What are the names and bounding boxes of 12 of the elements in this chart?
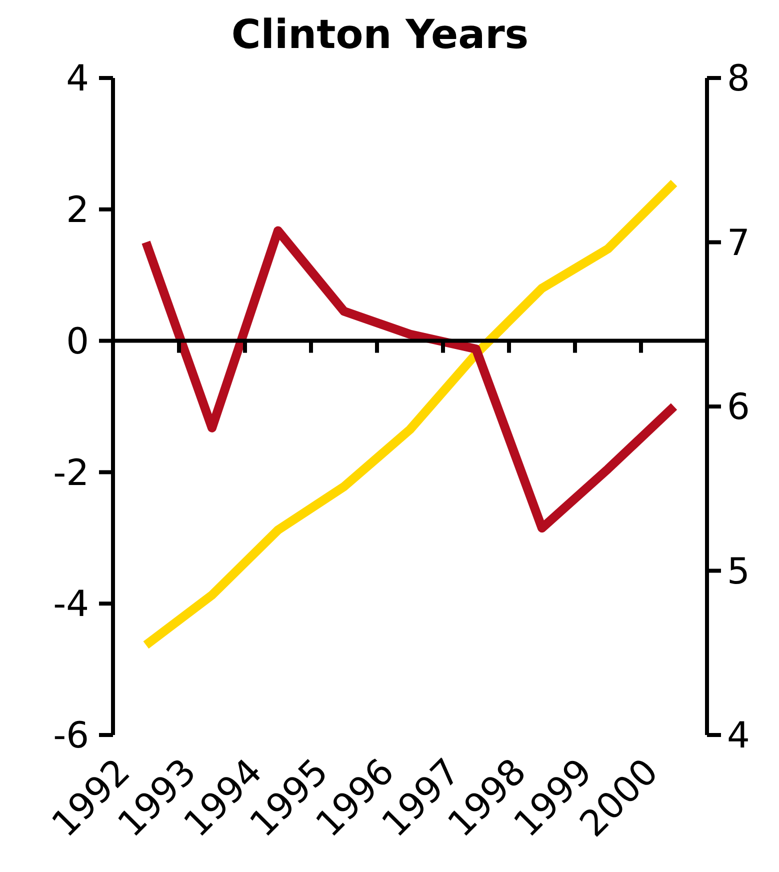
y2-tick-label: 8	[727, 58, 750, 100]
y-tick-label: 0	[66, 321, 89, 362]
y-tick-label: 4	[66, 58, 89, 100]
y-tick-label: -2	[53, 452, 89, 494]
y2-tick-label: 6	[727, 387, 750, 428]
y-tick-label: 2	[66, 190, 89, 231]
y2-tick-label: 4	[727, 716, 750, 757]
y-tick-label: -4	[53, 584, 89, 626]
y-tick-label: -6	[53, 716, 89, 757]
chart-title: Clinton Years	[231, 12, 529, 58]
y2-tick-label: 7	[727, 222, 750, 264]
y2-tick-label: 5	[727, 551, 750, 592]
